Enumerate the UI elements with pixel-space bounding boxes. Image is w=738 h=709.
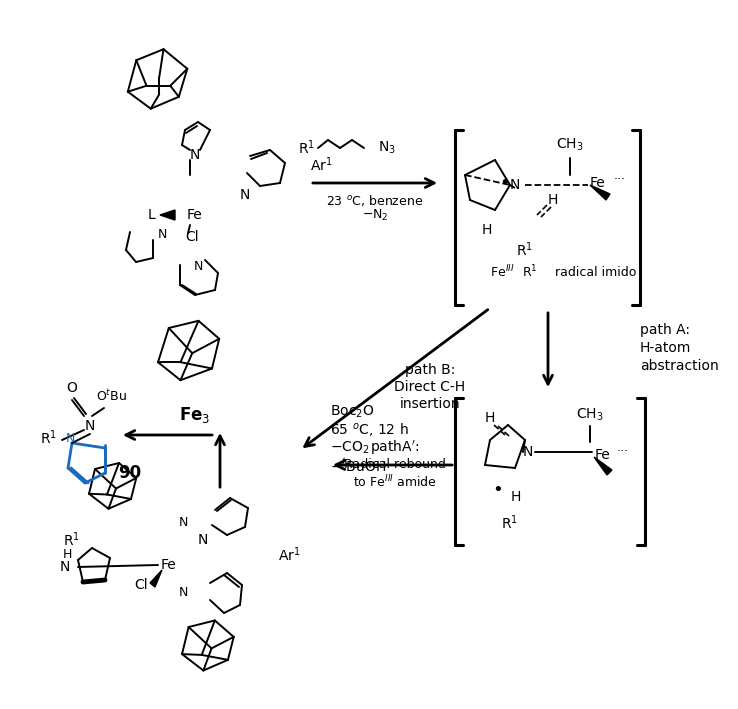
Text: H-atom: H-atom <box>640 341 692 355</box>
Text: H: H <box>485 411 495 425</box>
Polygon shape <box>150 570 162 587</box>
Polygon shape <box>594 457 612 475</box>
Text: radical imido: radical imido <box>555 265 636 279</box>
Text: H: H <box>511 490 521 504</box>
Text: $-$N$_2$: $-$N$_2$ <box>362 208 388 223</box>
Text: Fe: Fe <box>187 208 203 222</box>
Text: R$^1$: R$^1$ <box>298 139 315 157</box>
Text: R$^1$: R$^1$ <box>63 531 80 549</box>
Text: Ar$^1$: Ar$^1$ <box>310 156 333 174</box>
Text: insertion: insertion <box>400 397 461 411</box>
Text: Boc$_2$O: Boc$_2$O <box>330 404 374 420</box>
Text: path B:: path B: <box>405 363 455 377</box>
Text: R$^1$: R$^1$ <box>517 240 534 259</box>
Text: H: H <box>548 193 558 207</box>
Text: Fe: Fe <box>590 176 606 190</box>
Text: N: N <box>193 260 203 274</box>
Text: N: N <box>65 432 75 445</box>
Text: ···: ··· <box>617 445 629 459</box>
Text: CH$_3$: CH$_3$ <box>576 407 604 423</box>
Text: N: N <box>179 586 187 600</box>
Text: R$^1$: R$^1$ <box>40 429 57 447</box>
Text: abstraction: abstraction <box>640 359 719 373</box>
Text: N: N <box>60 560 70 574</box>
Text: H: H <box>63 549 72 562</box>
Text: 65 $^o$C, 12 h: 65 $^o$C, 12 h <box>330 421 409 439</box>
Polygon shape <box>160 210 175 220</box>
Text: Fe$_3$: Fe$_3$ <box>179 405 210 425</box>
Text: N: N <box>240 188 250 202</box>
Text: Fe: Fe <box>595 448 611 462</box>
Text: L: L <box>148 208 155 222</box>
Text: ···: ··· <box>614 174 626 186</box>
Text: 23 $^o$C, benzene: 23 $^o$C, benzene <box>326 193 424 208</box>
Text: N: N <box>179 516 187 530</box>
Text: $-$CO$_2$: $-$CO$_2$ <box>330 440 370 456</box>
Text: •: • <box>500 174 511 192</box>
Text: H: H <box>482 223 492 237</box>
Text: O: O <box>66 381 77 395</box>
Text: N: N <box>158 228 168 242</box>
Text: path A:: path A: <box>640 323 690 337</box>
Text: CH$_3$: CH$_3$ <box>556 137 584 153</box>
Text: pathA$'$:: pathA$'$: <box>370 439 420 457</box>
Text: N: N <box>523 445 533 459</box>
Text: Fe: Fe <box>160 558 176 572</box>
Text: N: N <box>190 148 200 162</box>
Text: R$^1$: R$^1$ <box>523 264 538 280</box>
Text: R$^1$: R$^1$ <box>502 514 519 532</box>
Text: N$_3$: N$_3$ <box>378 140 396 156</box>
Text: Direct C-H: Direct C-H <box>394 380 466 394</box>
Text: O$^t$Bu: O$^t$Bu <box>97 389 128 404</box>
Text: Cl: Cl <box>185 230 199 244</box>
Text: Cl: Cl <box>134 578 148 592</box>
Text: N: N <box>85 419 95 433</box>
Text: 90: 90 <box>118 464 141 482</box>
Text: Ar$^1$: Ar$^1$ <box>278 546 300 564</box>
Text: Radical rebound: Radical rebound <box>344 459 446 471</box>
Text: $-^t$BuOH: $-^t$BuOH <box>330 457 386 475</box>
Text: Fe$^{III}$: Fe$^{III}$ <box>490 264 514 280</box>
Text: N: N <box>198 533 208 547</box>
Text: to Fe$^{III}$ amide: to Fe$^{III}$ amide <box>353 474 437 491</box>
Text: N: N <box>510 178 520 192</box>
Text: •: • <box>493 481 503 499</box>
Polygon shape <box>590 185 610 200</box>
